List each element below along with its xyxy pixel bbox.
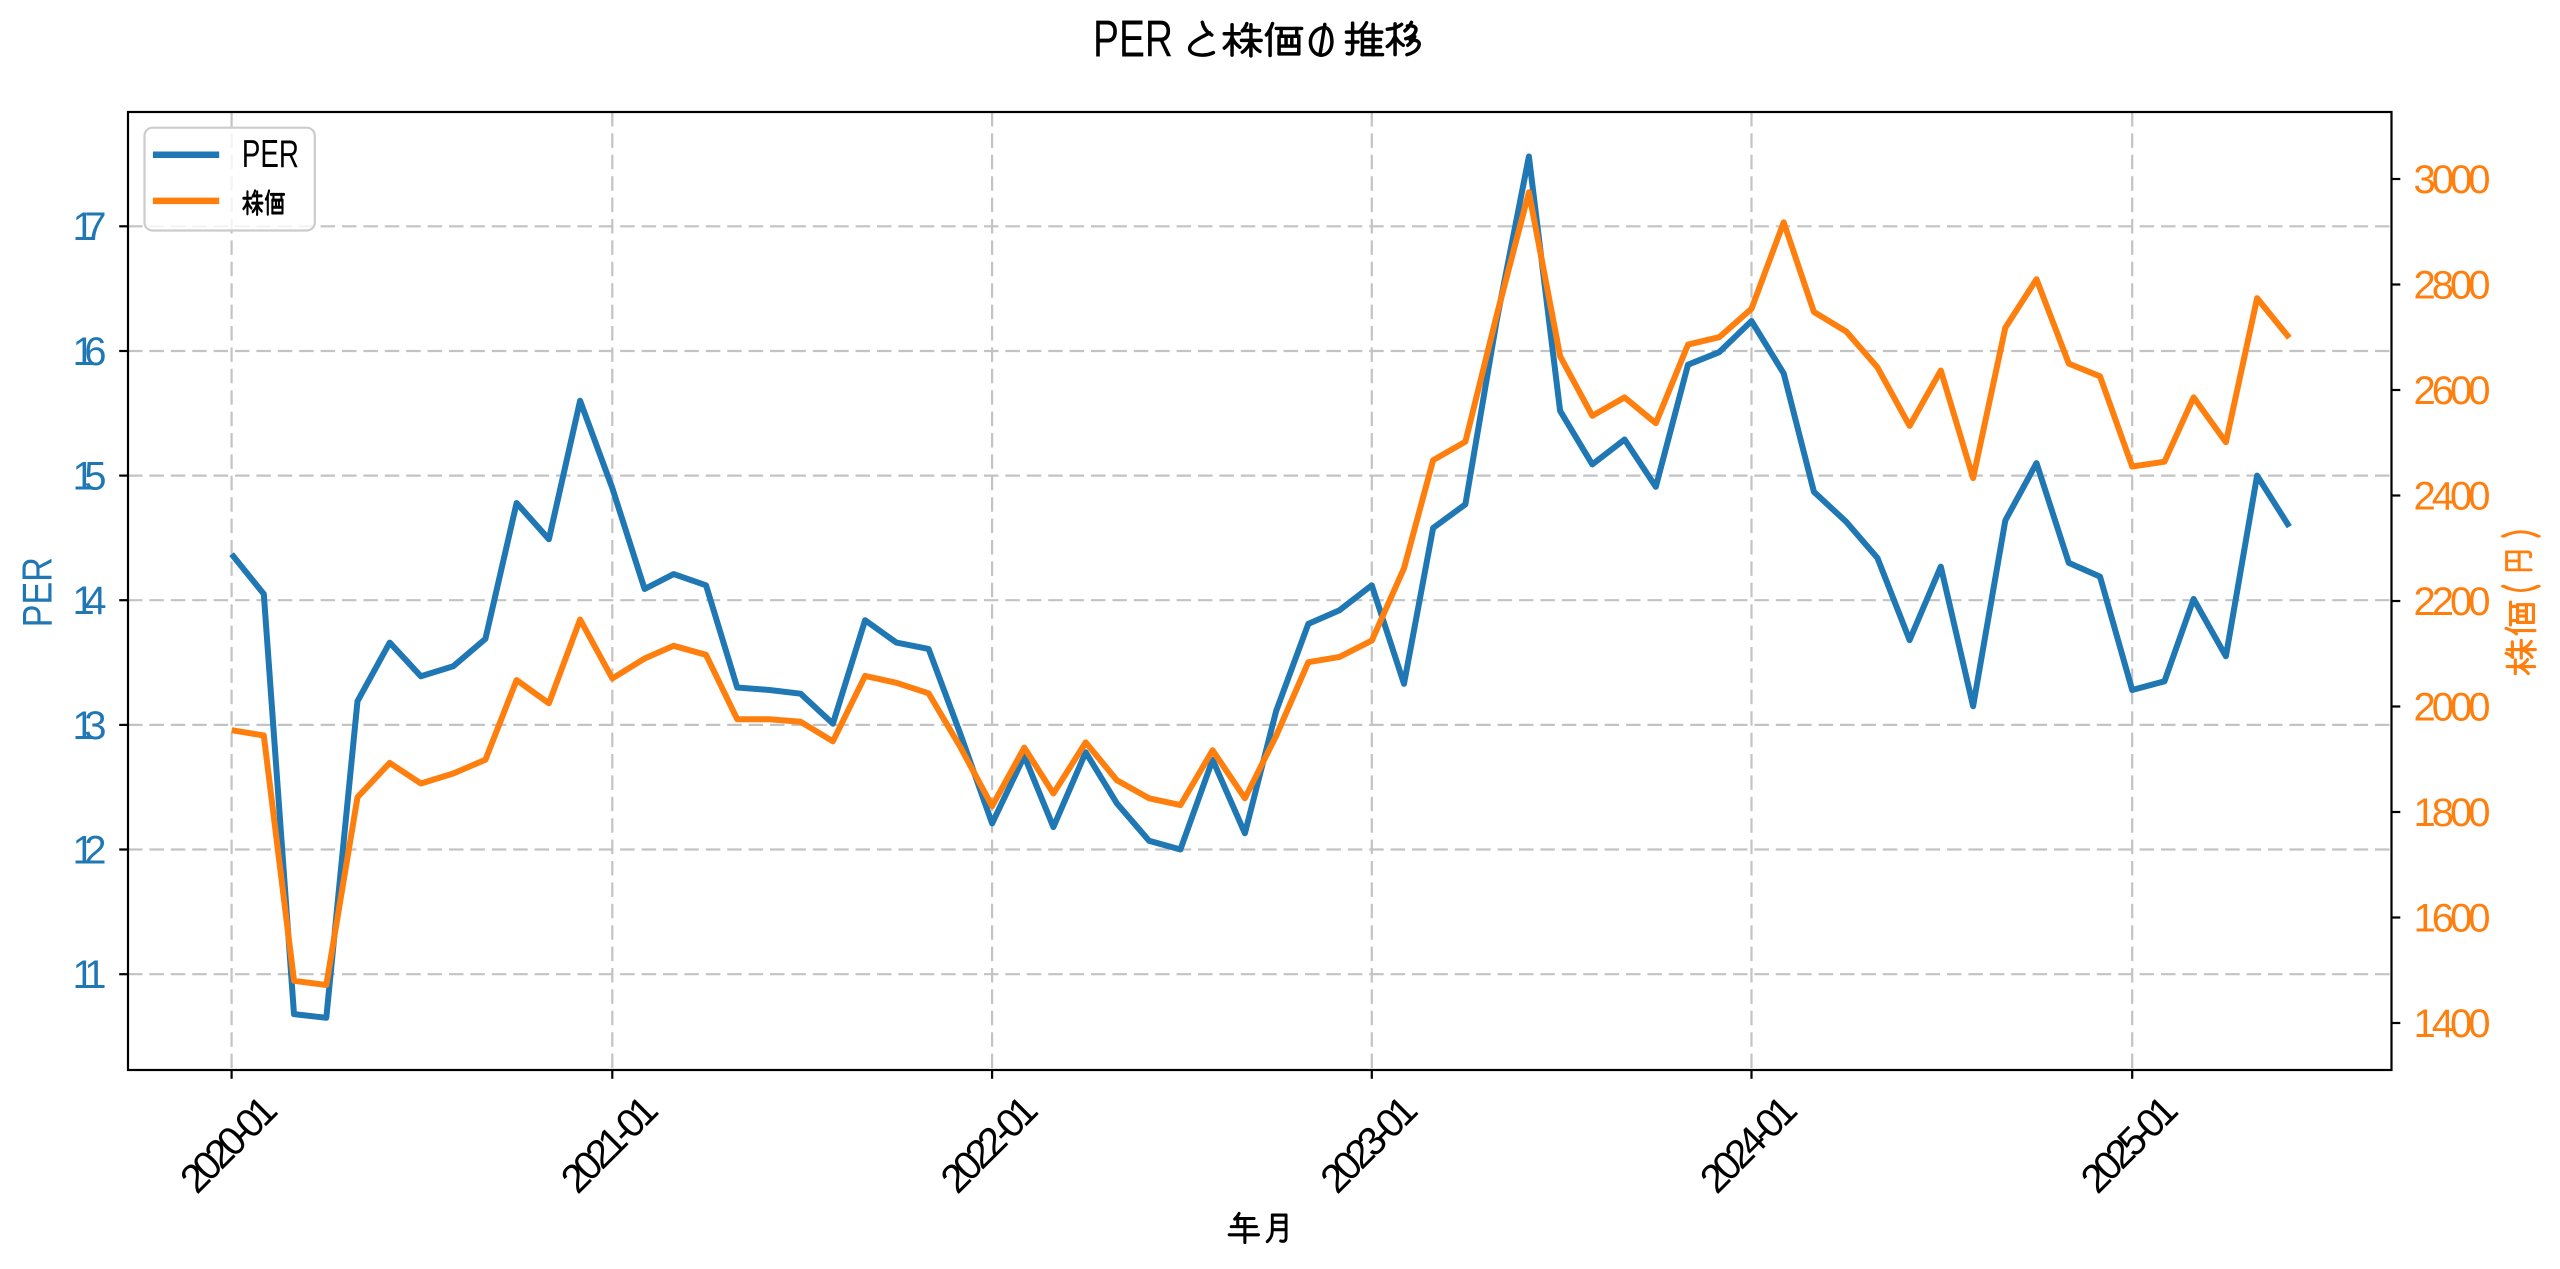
svg-text:15: 15	[73, 455, 107, 499]
svg-text:1600: 1600	[2414, 896, 2491, 940]
svg-text:13: 13	[73, 704, 107, 748]
svg-text:PER: PER	[1093, 11, 1173, 69]
svg-text:PER: PER	[242, 133, 299, 176]
svg-text:2600: 2600	[2414, 369, 2491, 413]
svg-text:2800: 2800	[2414, 263, 2491, 307]
svg-text:17: 17	[73, 205, 107, 249]
svg-text:14: 14	[73, 579, 107, 623]
svg-text:12: 12	[73, 828, 107, 872]
svg-text:1400: 1400	[2414, 1002, 2491, 1046]
svg-text:2200: 2200	[2414, 580, 2491, 624]
svg-text:3000: 3000	[2414, 158, 2491, 202]
svg-text:1800: 1800	[2414, 791, 2491, 835]
svg-text:PER: PER	[14, 557, 61, 627]
svg-text:11: 11	[73, 953, 107, 997]
svg-text:2000: 2000	[2414, 685, 2491, 729]
svg-text:16: 16	[73, 330, 107, 374]
svg-text:2400: 2400	[2414, 474, 2491, 518]
